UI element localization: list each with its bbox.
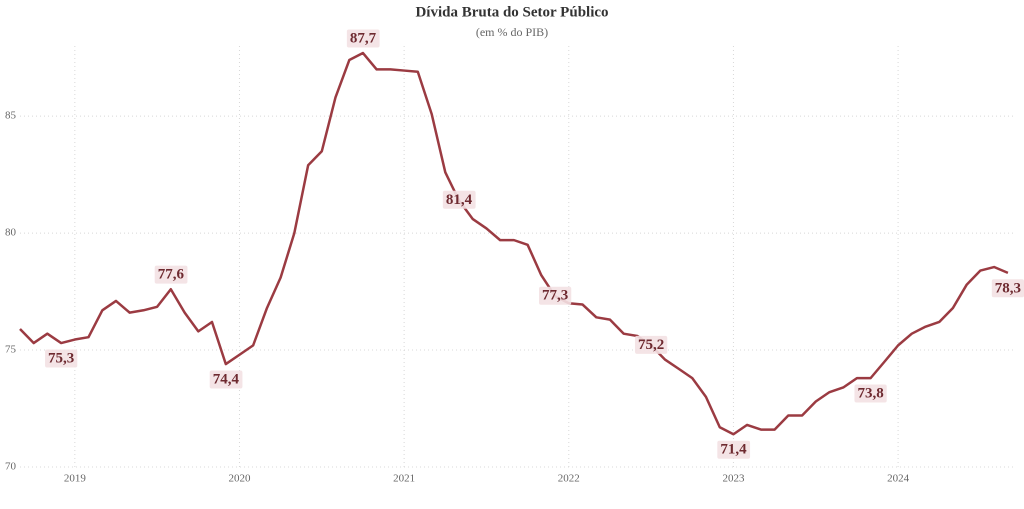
data-label: 77,3	[538, 286, 572, 305]
x-tick-label: 2020	[228, 473, 251, 485]
data-label-text: 78,3	[995, 280, 1021, 296]
data-label: 78,3	[991, 279, 1024, 298]
data-label-bg	[991, 279, 1024, 298]
x-tick-label: 2022	[558, 473, 580, 485]
data-label-text: 71,4	[720, 442, 747, 458]
data-label: 77,6	[154, 265, 188, 284]
chart-subtitle: (em % do PIB)	[476, 25, 548, 39]
data-label-text: 74,4	[213, 372, 240, 388]
x-tick-label: 2021	[393, 473, 415, 485]
data-label-bg	[442, 190, 476, 209]
data-label-text: 75,3	[48, 350, 74, 366]
line	[19, 51, 1009, 436]
data-label-bg	[538, 286, 572, 305]
data-label: 75,3	[45, 349, 78, 368]
x-tick-label: 2019	[64, 473, 87, 485]
data-label-text: 81,4	[446, 192, 473, 208]
data-label: 74,4	[209, 370, 243, 389]
data-label-text: 73,8	[857, 386, 883, 402]
data-label-text: 87,7	[350, 30, 377, 46]
data-label-bg	[854, 384, 887, 403]
data-label: 73,8	[854, 384, 887, 403]
x-tick-label: 2023	[722, 473, 745, 485]
data-label-text: 77,6	[158, 267, 185, 283]
data-label-bg	[346, 29, 380, 48]
y-tick-label: 80	[5, 227, 17, 239]
y-tick-label: 75	[5, 344, 17, 356]
data-label-bg	[717, 440, 751, 459]
chart-title: Dívida Bruta do Setor Público	[415, 4, 608, 20]
y-tick-label: 70	[5, 461, 17, 473]
data-label: 87,7	[346, 29, 380, 48]
data-label-bg	[45, 349, 78, 368]
data-label-text: 77,3	[542, 288, 568, 304]
y-tick-label: 85	[5, 110, 17, 122]
data-label: 71,4	[717, 440, 751, 459]
data-label: 81,4	[442, 190, 476, 209]
data-label-bg	[154, 265, 188, 284]
data-label-bg	[634, 335, 668, 354]
data-label-bg	[209, 370, 243, 389]
x-tick-label: 2024	[887, 473, 910, 485]
data-label: 75,2	[634, 335, 668, 354]
data-label-text: 75,2	[638, 337, 664, 353]
